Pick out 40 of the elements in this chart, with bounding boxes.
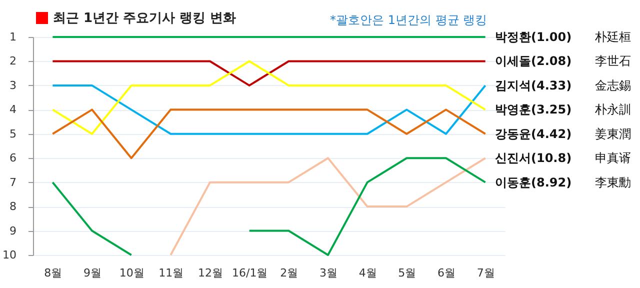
chart-title: 최근 1년간 주요기사 랭킹 변화	[53, 10, 236, 27]
line-series	[170, 157, 486, 256]
x-tick-label: 2월	[280, 266, 298, 280]
series-label: 박영훈(3.25)	[495, 102, 572, 117]
text: 朴永訓	[594, 102, 631, 117]
x-tick-label: 7월	[476, 266, 495, 280]
series-label: 박정환(1.00)	[495, 30, 572, 44]
series-label: 신진서(10.8)	[495, 151, 572, 166]
x-tick-label: 8월	[44, 266, 62, 280]
y-tick-label: 1	[10, 30, 16, 44]
text: 姜東潤	[595, 126, 631, 141]
line-series	[52, 60, 486, 135]
y-tick-label: 8	[10, 200, 16, 214]
y-tick-label: 2	[10, 54, 16, 68]
x-tick-label: 12월	[198, 266, 223, 280]
series-label: 이세돌(2.08)	[495, 54, 572, 68]
series-label: 강동윤(4.42)	[495, 126, 572, 141]
series-label: 이동훈(8.92)	[495, 175, 572, 190]
y-tick-label: 7	[10, 176, 16, 189]
x-tick-label: 6월	[438, 266, 456, 280]
x-tick-label: 16/1월	[232, 266, 268, 280]
x-tick-label: 10월	[119, 266, 144, 280]
chart-subtitle: *괄호안은 1년간의 평균 랭킹	[330, 12, 488, 29]
x-tick-label: 3월	[320, 266, 338, 280]
text: 李東勳	[595, 175, 631, 190]
series-label: 김지석(4.33)	[495, 78, 572, 92]
text: 李世石	[595, 54, 631, 68]
text: 朴廷桓	[594, 30, 631, 44]
x-tick-label: 9월	[84, 266, 102, 280]
text: 申真谞	[595, 151, 631, 166]
y-tick-label: 10	[2, 248, 16, 262]
y-tick-label: 5	[10, 127, 16, 140]
y-tick-label: 9	[10, 224, 16, 238]
text: 金志錫	[595, 78, 631, 92]
x-tick-label: 11월	[158, 266, 184, 280]
y-tick-label: 4	[10, 103, 16, 116]
x-tick-label: 5월	[398, 266, 416, 280]
y-tick-label: 3	[10, 78, 16, 92]
y-tick-label: 6	[10, 152, 16, 165]
x-tick-label: 4월	[358, 266, 377, 280]
